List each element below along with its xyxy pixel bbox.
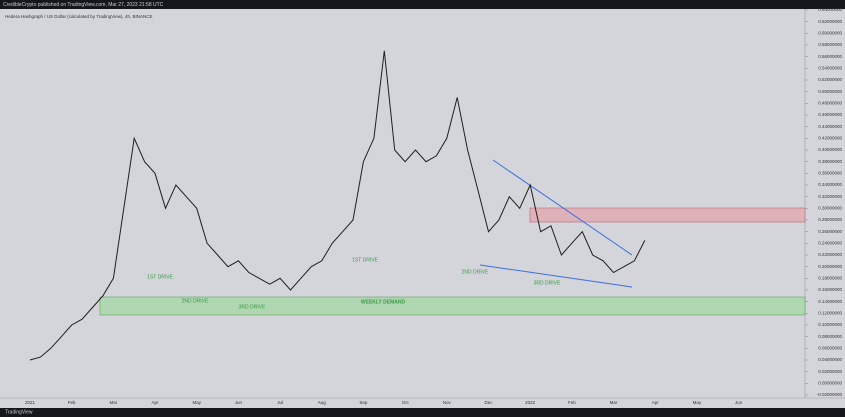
y-tick-label: 0.24000000: [818, 241, 842, 246]
y-tick-label: 0.26000000: [818, 229, 842, 234]
y-tick-label: 0.30000000: [818, 206, 842, 211]
trendline: [492, 159, 633, 256]
y-tick-label: 0.54000000: [818, 66, 842, 71]
x-tick-label: Mar: [109, 400, 117, 405]
supply-zone: [529, 207, 806, 223]
y-tick-label: 0.58000000: [818, 42, 842, 47]
annotation: WEEKLY DEMAND: [361, 299, 406, 305]
x-tick-label: Dec: [484, 400, 493, 405]
x-tick-label: May: [693, 400, 702, 405]
x-tick-label: Oct: [402, 400, 410, 405]
y-tick-label: 0.14000000: [818, 299, 842, 304]
price-line: [29, 50, 646, 361]
y-tick-label: 0.00000000: [818, 381, 842, 386]
y-tick-label: 0.20000000: [818, 264, 842, 269]
footer: TradingView: [5, 409, 33, 415]
annotation: 2ND DRIVE: [462, 269, 489, 275]
x-tick-label: Aug: [318, 400, 327, 405]
x-tick-label: Jun: [735, 400, 743, 405]
author-line: CredibleCrypto published on TradingView.…: [3, 2, 164, 8]
y-tick-label: 0.48000000: [818, 101, 842, 106]
chart-title: Hedera Hashgraph / US Dollar (calculated…: [5, 14, 153, 19]
y-tick-label: 0.06000000: [818, 346, 842, 351]
y-tick-label: 0.64000000: [818, 7, 842, 12]
x-tick-label: Jul: [277, 400, 283, 405]
y-tick-label: 0.44000000: [818, 124, 842, 129]
annotation: 1ST DRIVE: [352, 257, 378, 263]
y-tick-label: 0.16000000: [818, 287, 842, 292]
y-tick-label: 0.62000000: [818, 19, 842, 24]
y-tick-label: 0.32000000: [818, 194, 842, 199]
y-tick-label: 0.50000000: [818, 89, 842, 94]
y-tick-label: 0.46000000: [818, 112, 842, 117]
x-tick-label: Jun: [235, 400, 243, 405]
y-tick-label: 0.02000000: [818, 369, 842, 374]
x-tick-label: 2022: [525, 400, 536, 405]
annotation: 2ND DRIVE: [182, 298, 209, 304]
y-tick-label: 0.52000000: [818, 77, 842, 82]
x-tick-label: Feb: [68, 400, 76, 405]
y-tick-label: 0.12000000: [818, 311, 842, 316]
y-tick-label: 0.60000000: [818, 31, 842, 36]
y-tick-label: 0.38000000: [818, 159, 842, 164]
y-tick-label: -0.02000000: [817, 392, 843, 397]
y-tick-label: 0.18000000: [818, 276, 842, 281]
y-tick-label: 0.04000000: [818, 357, 842, 362]
y-tick-label: 0.22000000: [818, 252, 842, 257]
y-tick-label: 0.42000000: [818, 136, 842, 141]
y-tick-label: 0.56000000: [818, 54, 842, 59]
y-tick-label: 0.34000000: [818, 182, 842, 187]
y-tick-label: 0.36000000: [818, 171, 842, 176]
x-tick-label: Nov: [443, 400, 452, 405]
demand-zone: [99, 296, 806, 316]
y-tick-label: 0.08000000: [818, 334, 842, 339]
x-tick-label: Apr: [652, 400, 660, 405]
x-tick-label: May: [192, 400, 201, 405]
x-tick-label: 2021: [25, 400, 36, 405]
y-tick-label: 0.10000000: [818, 322, 842, 327]
annotation: 3RD DRIVE: [534, 280, 561, 286]
trendline: [479, 264, 633, 288]
y-tick-label: 0.28000000: [818, 217, 842, 222]
x-tick-label: Feb: [568, 400, 576, 405]
x-tick-label: Apr: [152, 400, 160, 405]
y-tick-label: 0.40000000: [818, 147, 842, 152]
x-tick-label: Mar: [610, 400, 618, 405]
annotation: 1ST DRIVE: [147, 274, 173, 280]
annotations: 1ST DRIVE 2ND DRIVE 3RD DRIVE 1ST DRIVE 2ND …: [147, 257, 561, 310]
x-tick-label: Sep: [359, 400, 368, 405]
annotation: 3RD DRIVE: [239, 304, 266, 310]
